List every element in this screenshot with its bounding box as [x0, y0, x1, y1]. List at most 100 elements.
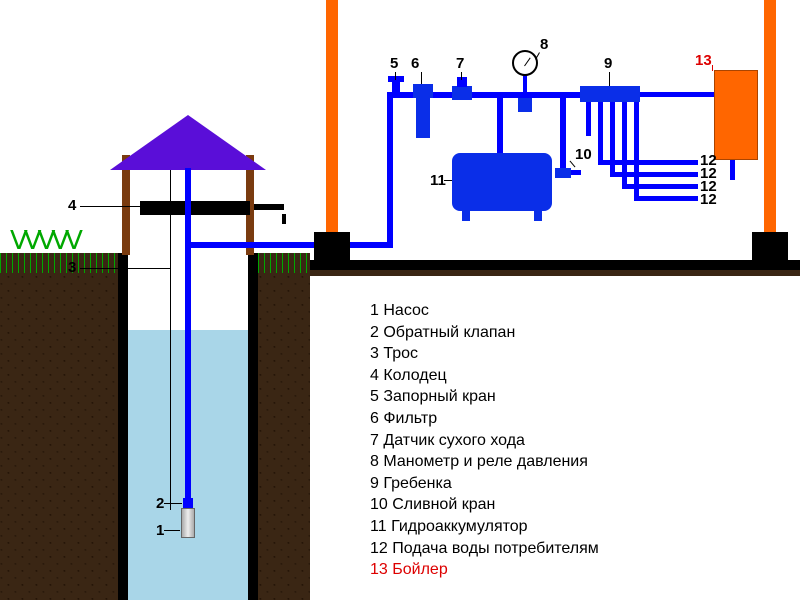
consumer-line-1v [598, 116, 603, 162]
tank-foot-l [462, 211, 470, 221]
filter-6-body [416, 98, 430, 138]
label-8: 8 [540, 36, 548, 53]
legend-9-n: 9 [370, 475, 379, 492]
legend-6-n: 6 [370, 410, 379, 427]
drain-10-pipe [560, 96, 566, 168]
foundation-left [314, 232, 350, 270]
legend-2-t: Обратный клапан [383, 324, 515, 341]
leader-13 [712, 65, 713, 71]
label-7: 7 [456, 55, 464, 72]
grass-tuft: ᐯᐯᐯᐯᐯ [10, 225, 90, 255]
legend-12-n: 12 [370, 540, 388, 557]
pipe-tank-drop [497, 96, 503, 156]
sensor-7 [452, 86, 472, 100]
relay-8 [518, 98, 532, 112]
consumer-line-4h [634, 196, 698, 201]
pipe-well-up [185, 168, 191, 174]
manifold-stub-5 [634, 102, 639, 116]
legend-5-t: Запорный кран [383, 388, 495, 405]
legend-8-n: 8 [370, 453, 379, 470]
leader-4 [80, 206, 140, 207]
pipe-through-found [350, 242, 393, 248]
well-wall-left [118, 253, 128, 600]
well-roof [110, 115, 266, 170]
legend: 1 Насос 2 Обратный клапан 3 Трос 4 Колод… [370, 300, 790, 581]
floor-under [310, 270, 800, 276]
legend-row-9: 9 Гребенка [370, 473, 790, 495]
manifold-stub-3 [610, 102, 615, 116]
tank-11 [452, 153, 552, 211]
consumer-line-2v [610, 116, 615, 174]
leader-11 [444, 180, 452, 181]
well-crank-handle [254, 204, 284, 210]
legend-row-8: 8 Манометр и реле давления [370, 451, 790, 473]
boiler [714, 70, 758, 160]
manifold-to-boiler-h [640, 92, 716, 97]
legend-row-10: 10 Сливной кран [370, 494, 790, 516]
label-6: 6 [411, 55, 419, 72]
floor-slab [310, 260, 800, 270]
legend-11-n: 11 [370, 518, 387, 535]
sensor-7-joint [457, 77, 467, 87]
valve-5-handle [388, 76, 404, 82]
legend-13-n: 13 [370, 561, 388, 578]
legend-10-n: 10 [370, 496, 388, 513]
legend-row-5: 5 Запорный кран [370, 386, 790, 408]
well-crank-bar [140, 201, 250, 215]
label-13: 13 [695, 52, 712, 69]
consumer-line-3v [622, 116, 627, 186]
manifold-stub-2 [598, 102, 603, 116]
legend-7-t: Датчик сухого хода [383, 432, 525, 449]
legend-row-13: 13 Бойлер [370, 559, 790, 581]
leader-3 [80, 268, 170, 269]
label-12d: 12 [700, 191, 717, 208]
legend-12-t: Подача воды потребителям [392, 540, 599, 557]
legend-2-n: 2 [370, 324, 379, 341]
leader-9 [609, 72, 610, 86]
leader-7 [461, 72, 462, 80]
legend-3-n: 3 [370, 345, 379, 362]
legend-7-n: 7 [370, 432, 379, 449]
legend-9-t: Гребенка [383, 475, 451, 492]
manifold-9 [580, 86, 640, 102]
leader-1 [164, 530, 180, 531]
legend-4-t: Колодец [383, 367, 446, 384]
leader-5 [395, 72, 396, 80]
legend-3-t: Трос [383, 345, 418, 362]
legend-row-2: 2 Обратный клапан [370, 322, 790, 344]
manifold-stub-0v [586, 116, 591, 136]
foundation-right [752, 232, 788, 270]
drain-10-valve [555, 168, 571, 178]
manifold-stub-4 [622, 102, 627, 116]
legend-row-3: 3 Трос [370, 343, 790, 365]
well-pipe-down [185, 170, 191, 500]
well-post-left [122, 155, 130, 255]
leader-2 [164, 503, 182, 504]
legend-row-11: 11 Гидроаккумулятор [370, 516, 790, 538]
label-3: 3 [68, 259, 76, 276]
pipe-riser [387, 92, 393, 248]
legend-row-4: 4 Колодец [370, 365, 790, 387]
legend-8-t: Манометр и реле давления [383, 453, 588, 470]
label-4: 4 [68, 197, 76, 214]
well-crank-knob [282, 214, 286, 224]
label-9: 9 [604, 55, 612, 72]
legend-row-1: 1 Насос [370, 300, 790, 322]
pump-valve [183, 498, 193, 508]
drain-10-tap [571, 170, 581, 175]
well-wall-right [248, 253, 258, 600]
legend-1-n: 1 [370, 302, 379, 319]
tank-foot-r [534, 211, 542, 221]
boiler-outlet [730, 160, 735, 180]
legend-row-12: 12 Подача воды потребителям [370, 538, 790, 560]
label-5: 5 [390, 55, 398, 72]
leader-6 [421, 72, 422, 84]
legend-row-6: 6 Фильтр [370, 408, 790, 430]
pipe-well-elbow-h [185, 242, 255, 248]
legend-6-t: Фильтр [383, 410, 437, 427]
legend-1-t: Насос [383, 302, 429, 319]
legend-5-n: 5 [370, 388, 379, 405]
legend-13-t: Бойлер [392, 561, 447, 578]
legend-row-7: 7 Датчик сухого хода [370, 430, 790, 452]
filter-6-cap [413, 84, 433, 98]
